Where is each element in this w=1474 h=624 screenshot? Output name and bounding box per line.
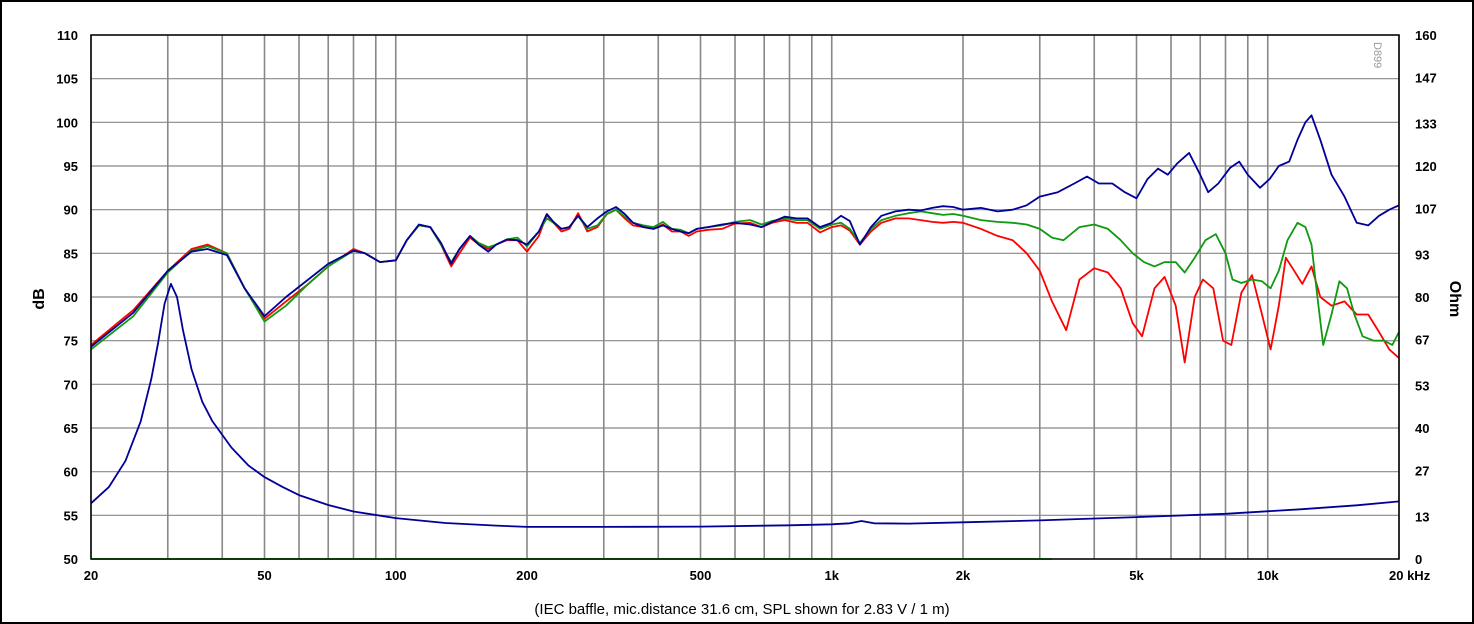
y-right-tick-label: 40	[1415, 421, 1429, 436]
y-right-tick-label: 160	[1415, 28, 1437, 43]
y-right-tick-label: 80	[1415, 290, 1429, 305]
x-tick-label: 20 kHz	[1389, 568, 1431, 583]
chart-caption: (IEC baffle, mic.distance 31.6 cm, SPL s…	[534, 601, 949, 618]
x-tick-label: 50	[257, 568, 271, 583]
y-right-tick-label: 93	[1415, 247, 1429, 262]
y-left-tick-label: 95	[64, 159, 78, 174]
y-left-tick-label: 85	[64, 246, 78, 261]
x-tick-label: 10k	[1257, 568, 1279, 583]
x-tick-label: 200	[516, 568, 538, 583]
x-tick-label: 1k	[825, 568, 840, 583]
y-right-ticks: 0 13 27 40 53 67 80 93 107 120 133 147 160	[1415, 28, 1437, 567]
y-right-tick-label: 27	[1415, 464, 1429, 479]
y-left-tick-label: 105	[56, 72, 78, 87]
series-line-red	[90, 208, 1400, 364]
y-left-tick-label: 80	[64, 290, 78, 305]
y-left-tick-label: 60	[64, 465, 78, 480]
y-right-tick-label: 0	[1415, 552, 1422, 567]
y-left-tick-label: 110	[57, 28, 78, 43]
series-line-blue	[90, 114, 1400, 348]
y-right-axis-title: Ohm	[1446, 281, 1463, 317]
x-ticks: 20 50 100 200 500 1k 2k 5k 10k 20 kHz	[84, 568, 1431, 583]
y-left-axis-title: dB	[31, 288, 48, 309]
y-left-tick-label: 50	[64, 552, 78, 567]
watermark: D899	[1371, 42, 1383, 68]
series-line-impedance	[90, 282, 1400, 528]
x-tick-label: 500	[690, 568, 712, 583]
y-right-tick-label: 147	[1415, 71, 1437, 86]
y-left-tick-label: 65	[64, 421, 78, 436]
x-tick-label: 20	[84, 568, 98, 583]
y-right-tick-label: 13	[1415, 509, 1429, 524]
chart-series	[90, 114, 1400, 560]
y-left-tick-label: 55	[64, 508, 78, 523]
y-left-tick-label: 75	[64, 334, 78, 349]
x-tick-label: 2k	[956, 568, 971, 583]
plot-border	[90, 34, 1400, 560]
y-left-tick-label: 100	[56, 115, 78, 130]
y-right-tick-label: 120	[1415, 159, 1437, 174]
y-right-tick-label: 107	[1415, 202, 1437, 217]
y-left-ticks: 50 55 60 65 70 75 80 85 90 95 100 105 110	[56, 28, 78, 567]
y-right-tick-label: 133	[1415, 116, 1437, 131]
y-left-tick-label: 70	[64, 377, 78, 392]
y-right-tick-label: 53	[1415, 378, 1429, 393]
x-tick-label: 5k	[1129, 568, 1144, 583]
x-tick-label: 100	[385, 568, 407, 583]
y-left-tick-label: 90	[64, 203, 78, 218]
y-right-tick-label: 67	[1415, 333, 1429, 348]
